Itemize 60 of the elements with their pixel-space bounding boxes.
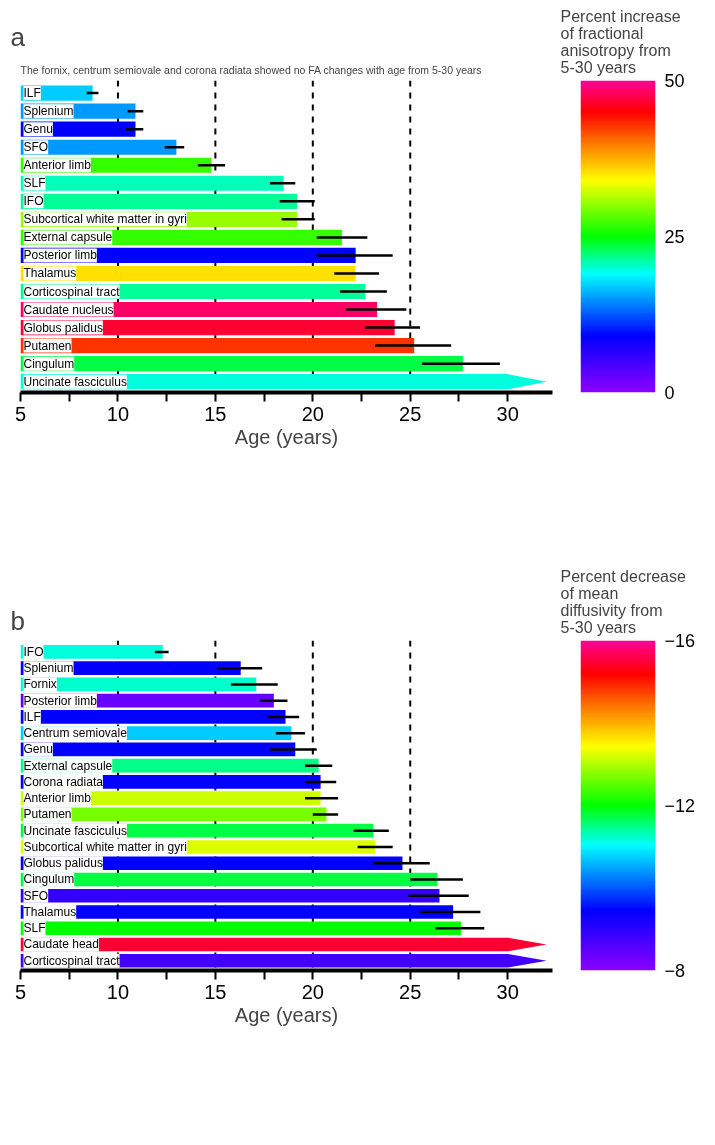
y-tick-label: Anterior limb (23, 791, 92, 806)
y-tick-label: Posterior limb (23, 248, 98, 263)
x-tick-label: 30 (496, 402, 519, 425)
chart-title: a (10, 21, 26, 52)
x-tick-label: 25 (399, 402, 422, 425)
y-tick-label: External capsule (23, 758, 113, 773)
y-tick-label: ILF (23, 709, 41, 724)
x-tick-label: 15 (204, 402, 227, 425)
y-tick-label: SFO (23, 888, 49, 903)
y-tick-label: Putamen (23, 807, 72, 822)
x-tick-label: 10 (106, 980, 130, 1003)
text: The fornix, centrum semiovale and corona radiata showed no FA changes with age from 5-30 years (20, 63, 482, 76)
y-tick-label: Corticospinal tract (23, 284, 121, 299)
y-tick-label: Thalamus (23, 904, 77, 919)
y-tick-label: Globus palidus (23, 320, 103, 335)
x-tick-label: 15 (204, 980, 227, 1003)
y-tick-label: Uncinate fasciculus (23, 374, 127, 389)
y-tick-label: Corticospinal tract (23, 953, 121, 968)
y-tick-label: Subcortical white matter in gyri (23, 212, 187, 227)
x-tick-label: 20 (301, 402, 324, 425)
y-tick-label: Globus palidus (23, 856, 103, 871)
y-tick-label: IFO (23, 644, 44, 659)
y-tick-label: External capsule (23, 230, 113, 245)
color-bar-label: −12 (664, 796, 696, 816)
color-bar-label: 0 (664, 383, 675, 403)
y-tick-label: Splenium (23, 661, 74, 676)
color-bar-label: 50 (664, 71, 685, 91)
y-tick-label: IFO (23, 194, 44, 209)
y-tick-label: Subcortical white matter in gyri (23, 839, 187, 854)
x-tick-label: 10 (106, 402, 130, 425)
x-tick-label: 5 (14, 980, 27, 1003)
y-tick-label: Cingulum (23, 356, 75, 371)
y-tick-label: Genu (23, 122, 53, 137)
y-tick-label: Thalamus (23, 266, 77, 281)
color-bar-label: 25 (664, 227, 685, 247)
x-tick-label: 25 (399, 980, 422, 1003)
color-bar-label: −8 (664, 961, 686, 981)
x-axis-title: Age (years) (234, 425, 339, 448)
y-tick-label: SLF (23, 176, 46, 191)
y-tick-label: Fornix (23, 677, 57, 692)
y-tick-label: Uncinate fasciculus (23, 823, 127, 838)
y-tick-label: Caudate head (23, 937, 99, 952)
y-tick-label: Caudate nucleus (23, 302, 114, 317)
y-tick-label: Corona radiata (23, 774, 104, 789)
y-tick-label: SLF (23, 921, 46, 936)
y-tick-label: Centrum semiovale (23, 726, 128, 741)
x-tick-label: 30 (496, 980, 519, 1003)
y-tick-label: Genu (23, 742, 53, 757)
y-tick-label: Putamen (23, 338, 72, 353)
color-bar-label: −16 (664, 631, 696, 651)
y-tick-label: Posterior limb (23, 693, 98, 708)
y-tick-label: ILF (23, 86, 41, 101)
x-tick-label: 5 (14, 402, 27, 425)
y-tick-label: SFO (23, 140, 49, 155)
y-tick-label: Anterior limb (23, 158, 92, 173)
y-tick-label: Splenium (23, 104, 74, 119)
chart-title: b (10, 605, 25, 636)
x-axis-title: Age (years) (234, 1003, 339, 1026)
x-tick-label: 20 (301, 980, 324, 1003)
y-tick-label: Cingulum (23, 872, 75, 887)
